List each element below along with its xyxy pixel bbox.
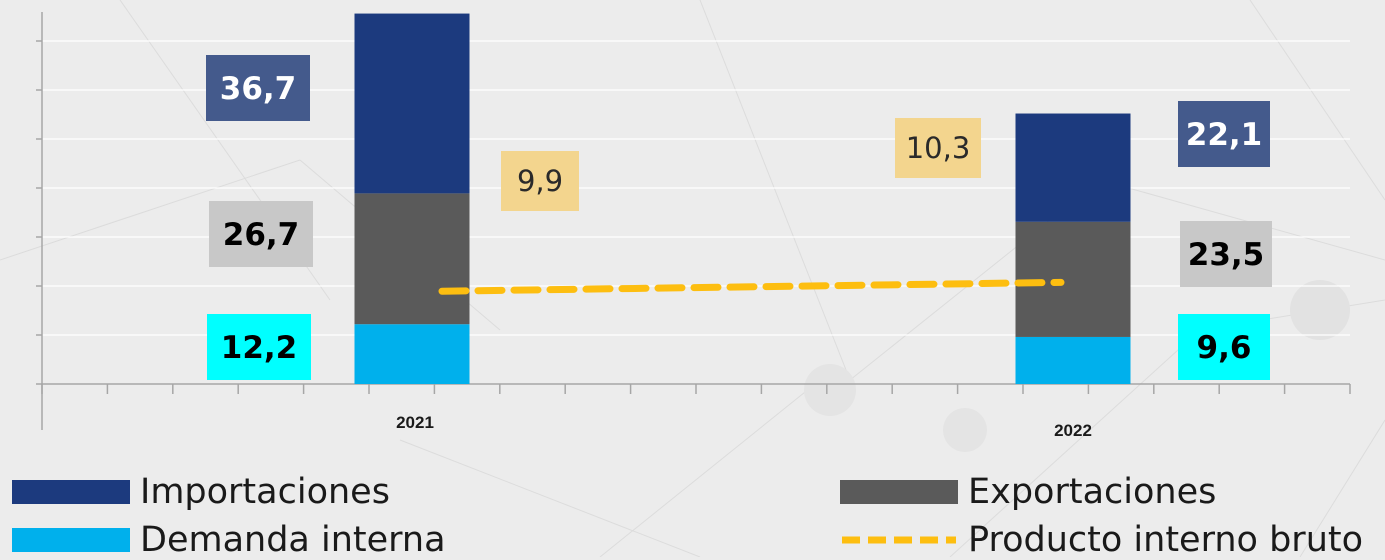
label-pib-2022-bg	[895, 118, 981, 178]
bg-network-line	[1299, 419, 1385, 557]
label-importaciones-2021: 36,7	[206, 55, 310, 121]
axes	[36, 12, 1351, 430]
label-demanda-interna-2022-text: 9,6	[1197, 330, 1252, 366]
pib-line	[438, 278, 1065, 295]
legend-item-pib: Producto interno bruto	[840, 520, 1363, 560]
bg-network-line	[0, 159, 301, 261]
legend-item-demanda-interna: Demanda interna	[12, 520, 446, 560]
legend-swatch-importaciones	[12, 480, 130, 504]
label-exportaciones-2021-bg	[209, 201, 313, 267]
gridlines	[42, 40, 1350, 336]
legend-swatch-demanda-interna	[12, 528, 130, 552]
label-demanda-interna-2022-bg	[1178, 314, 1270, 380]
bg-network-line	[699, 0, 851, 381]
bg-network-line	[1249, 0, 1385, 201]
label-pib-2021-bg	[501, 151, 579, 211]
data-labels: 12,2 9,6 26,7 23,5 36,7 22,1 9,9 10,3	[206, 55, 1272, 380]
label-demanda-interna-2021-bg	[207, 314, 311, 380]
bar-exportaciones-2021	[354, 193, 470, 325]
legend-item-importaciones: Importaciones	[12, 472, 390, 512]
x-tick-label-2021: 2021	[396, 413, 434, 432]
bg-network-line	[599, 379, 821, 557]
pib-line-segment	[438, 278, 1065, 295]
x-tick-label-2022: 2022	[1054, 421, 1092, 440]
label-exportaciones-2022-bg	[1180, 221, 1272, 287]
legend-label-pib: Producto interno bruto	[968, 520, 1364, 560]
label-pib-2022: 10,3	[895, 118, 981, 178]
label-demanda-interna-2021-text: 12,2	[221, 330, 298, 366]
label-demanda-interna-2021: 12,2	[207, 314, 311, 380]
bar-demanda-interna-2021	[354, 324, 470, 384]
label-exportaciones-2022: 23,5	[1180, 221, 1272, 287]
label-exportaciones-2021: 26,7	[209, 201, 313, 267]
bg-network-node	[804, 364, 856, 416]
bg-network-line	[1099, 179, 1385, 261]
label-importaciones-2022-bg	[1178, 101, 1270, 167]
label-importaciones-2022-text: 22,1	[1186, 117, 1263, 153]
label-pib-2021: 9,9	[501, 151, 579, 211]
label-importaciones-2022: 22,1	[1178, 101, 1270, 167]
bg-network-node	[1290, 280, 1350, 340]
bg-network-line	[399, 439, 701, 557]
label-importaciones-2021-text: 36,7	[220, 71, 297, 107]
bg-network-line	[949, 329, 1201, 557]
label-importaciones-2021-bg	[206, 55, 310, 121]
legend-label-exportaciones: Exportaciones	[968, 472, 1217, 512]
legend-label-importaciones: Importaciones	[140, 472, 390, 512]
label-pib-2022-text: 10,3	[906, 131, 971, 165]
legend-swatch-pib	[840, 528, 958, 552]
label-exportaciones-2021-text: 26,7	[223, 217, 300, 253]
x-tick-labels: 2021 2022	[396, 413, 1092, 440]
label-exportaciones-2022-text: 23,5	[1188, 237, 1265, 273]
label-pib-2021-text: 9,9	[517, 164, 563, 198]
legend-label-demanda-interna: Demanda interna	[140, 520, 446, 560]
bar-importaciones-2021	[354, 13, 470, 194]
bar-demanda-interna-2022	[1015, 336, 1131, 384]
legend-item-exportaciones: Exportaciones	[840, 472, 1216, 512]
label-demanda-interna-2022: 9,6	[1178, 314, 1270, 380]
bar-importaciones-2022	[1015, 113, 1131, 222]
legend-swatch-exportaciones	[840, 480, 958, 504]
bars	[354, 13, 1131, 384]
bg-network-node	[943, 408, 987, 452]
